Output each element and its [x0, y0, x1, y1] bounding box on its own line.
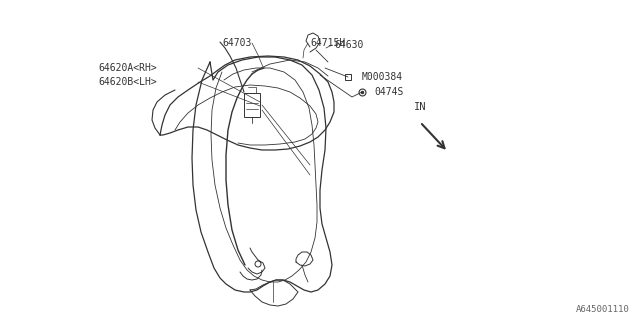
Text: 0474S: 0474S: [374, 87, 403, 97]
Text: M000384: M000384: [362, 72, 403, 82]
Text: A645001110: A645001110: [576, 305, 630, 314]
Text: 64703: 64703: [223, 38, 252, 48]
Text: 64630: 64630: [334, 40, 364, 50]
Text: IN: IN: [414, 102, 426, 112]
Text: 64715H: 64715H: [310, 38, 345, 48]
Text: 64620A<RH>: 64620A<RH>: [98, 63, 157, 73]
Text: 64620B<LH>: 64620B<LH>: [98, 77, 157, 87]
